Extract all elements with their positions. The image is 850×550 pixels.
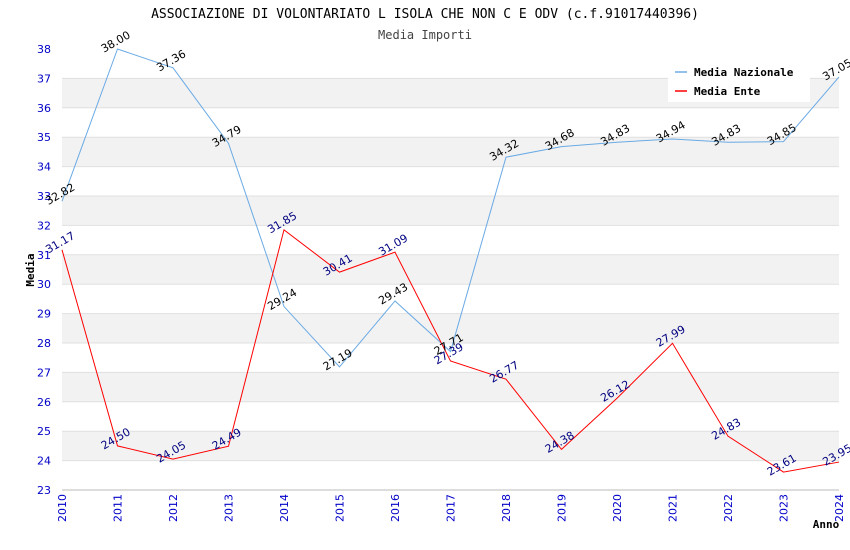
x-tick-label: 2022	[722, 494, 735, 522]
legend-entry: Media Ente	[694, 85, 761, 98]
y-tick-label: 29	[37, 308, 51, 321]
chart-title: ASSOCIAZIONE DI VOLONTARIATO L ISOLA CHE…	[151, 7, 699, 22]
y-tick-label: 35	[37, 131, 51, 144]
y-tick-label: 30	[37, 278, 51, 291]
grid-band	[62, 372, 839, 402]
grid-band	[62, 107, 839, 138]
x-tick-label: 2010	[56, 494, 69, 522]
x-tick-label: 2018	[500, 494, 513, 522]
x-tick-label: 2020	[611, 494, 624, 522]
series-line	[61, 228, 840, 473]
y-tick-label: 24	[37, 455, 51, 468]
chart-subtitle: Media Importi	[378, 28, 472, 42]
x-tick-label: 2017	[445, 494, 458, 522]
y-tick-label: 31	[37, 249, 51, 262]
legend-entry: Media Nazionale	[694, 66, 794, 79]
x-axis-ticks: 2010 2011 2012 2013 2014 2015 2016 2017 2018 2019…	[56, 494, 846, 522]
x-tick-label: 2011	[112, 494, 125, 522]
series-line	[61, 48, 840, 368]
x-tick-label: 2012	[167, 494, 180, 522]
y-axis-ticks: 23 24 25 26 27 28 29 30 31 32 33 34 35 36 37 38	[37, 43, 51, 497]
x-tick-label: 2021	[667, 494, 680, 522]
x-tick-label: 2024	[833, 494, 846, 522]
legend: Media Nazionale Media Ente	[668, 58, 810, 102]
grid-band	[62, 401, 839, 432]
grid-band	[62, 166, 839, 196]
y-tick-label: 33	[37, 190, 51, 203]
y-tick-label: 28	[37, 337, 51, 350]
grid-band	[62, 313, 839, 343]
x-tick-label: 2023	[778, 494, 791, 522]
y-tick-label: 34	[37, 161, 51, 174]
y-tick-label: 26	[37, 396, 51, 409]
x-tick-label: 2013	[223, 494, 236, 522]
y-tick-label: 38	[37, 43, 51, 56]
x-tick-label: 2015	[334, 494, 347, 522]
grid-band	[62, 225, 839, 255]
x-axis-label: Anno	[813, 518, 840, 531]
x-tick-label: 2016	[389, 494, 402, 522]
y-tick-label: 32	[37, 219, 51, 232]
grid-band	[62, 254, 839, 285]
grid-bands	[62, 49, 839, 491]
y-tick-label: 36	[37, 102, 51, 115]
y-tick-label: 37	[37, 72, 51, 85]
grid-band	[62, 343, 839, 373]
series-layer	[61, 48, 840, 473]
grid-band	[62, 431, 839, 461]
grid-band	[62, 196, 839, 226]
grid-band	[62, 460, 839, 490]
grid-band	[62, 284, 839, 314]
y-tick-label: 25	[37, 425, 51, 438]
legend-box	[668, 58, 810, 102]
y-tick-label: 23	[37, 484, 51, 497]
y-axis-label: Media	[24, 253, 37, 286]
y-tick-label: 27	[37, 366, 51, 379]
x-tick-label: 2019	[556, 494, 569, 522]
x-tick-label: 2014	[278, 494, 291, 522]
grid-band	[62, 137, 839, 167]
